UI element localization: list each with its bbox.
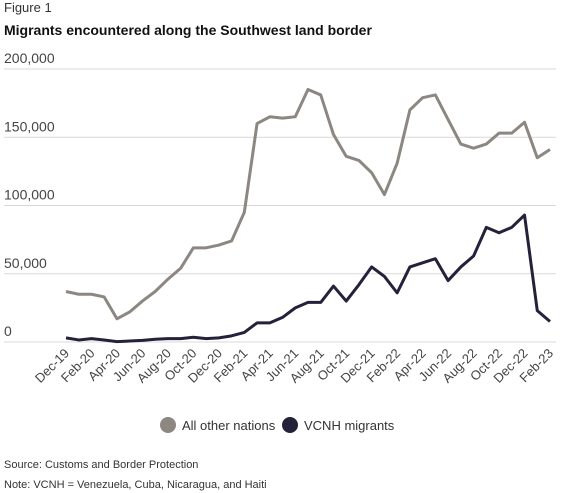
y-tick-label: 100,000 (4, 187, 55, 203)
legend-marker (160, 417, 176, 433)
line-series (65, 87, 551, 321)
y-tick-label: 150,000 (4, 118, 55, 134)
note: Note: VCNH = Venezuela, Cuba, Nicaragua,… (4, 479, 267, 491)
legend-label: VCNH migrants (304, 418, 395, 433)
chart-title: Migrants encountered along the Southwest… (4, 22, 372, 38)
figure-label: Figure 1 (4, 0, 52, 15)
y-tick-label: 0 (4, 323, 12, 339)
y-tick-label: 50,000 (4, 255, 47, 271)
line-series (65, 213, 551, 344)
legend-marker (282, 417, 298, 433)
legend-label: All other nations (182, 418, 276, 433)
source: Source: Customs and Border Protection (4, 459, 198, 471)
y-tick-label: 200,000 (4, 50, 55, 66)
